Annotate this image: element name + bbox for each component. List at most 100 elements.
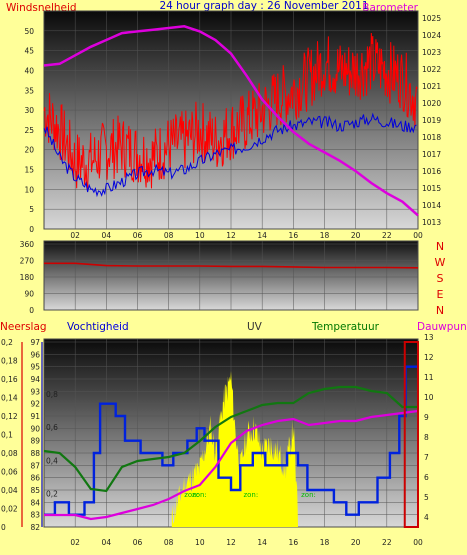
- temperature-y-tick: 7: [424, 453, 429, 462]
- direction-y-tick: 270: [20, 257, 35, 266]
- wind-gust-line: [43, 32, 418, 191]
- wind-x-tick: 04: [102, 231, 112, 240]
- barometer-y-tick: 1025: [422, 14, 441, 23]
- direction-y-tick: 180: [20, 273, 35, 282]
- barometer-y-tick: 1013: [422, 218, 441, 227]
- bottom-x-tick: 08: [164, 538, 174, 547]
- zon-annotation: zon:: [243, 491, 258, 499]
- humidity-y-tick: 82: [30, 523, 40, 532]
- wind-direction-line: [44, 262, 419, 269]
- temperature-y-tick: 11: [424, 373, 434, 382]
- bottom-x-tick: 14: [257, 538, 267, 547]
- direction-compass-label: N: [436, 304, 444, 317]
- wind-y-tick: 10: [24, 185, 34, 194]
- bottom-x-tick: 02: [70, 538, 80, 547]
- uv-y-tick: 0,2: [46, 490, 58, 499]
- barometer-line: [43, 25, 419, 217]
- direction-compass-label: N: [436, 240, 444, 253]
- title-temperatuur: Temperatuur: [311, 321, 380, 333]
- title-solar: Solar: [100, 321, 127, 333]
- humidity-y-tick: 93: [30, 387, 40, 396]
- rain-y-tick: 0,1: [1, 431, 13, 440]
- humidity-step-line: [44, 365, 418, 516]
- barometer-y-tick: 1020: [422, 99, 441, 108]
- direction-y-tick: 90: [24, 290, 34, 299]
- uv-y-tick: 0,6: [46, 423, 58, 432]
- bottom-x-tick: 00: [413, 538, 423, 547]
- wind-y-tick: 20: [24, 146, 34, 155]
- wind-y-tick: 30: [24, 106, 34, 115]
- wind-x-tick: 14: [257, 231, 267, 240]
- wind-y-tick: 0: [29, 225, 34, 234]
- solar-area: [171, 371, 298, 527]
- temperature-y-tick: 4: [424, 513, 429, 522]
- wind-y-tick: 35: [24, 86, 34, 95]
- rain-y-tick: 0,02: [1, 505, 18, 514]
- title-dauwpunt: Dauwpunt: [417, 321, 467, 333]
- humidity-y-tick: 96: [30, 350, 40, 359]
- uv-y-tick: 0,8: [46, 390, 58, 399]
- wind-x-tick: 10: [195, 231, 205, 240]
- direction-compass-label: E: [437, 288, 444, 301]
- barometer-y-tick: 1021: [422, 82, 441, 91]
- humidity-y-tick: 89: [30, 437, 40, 446]
- bottom-x-tick: 10: [195, 538, 205, 547]
- wind-x-tick: 22: [382, 231, 392, 240]
- bottom-x-tick: 20: [351, 538, 361, 547]
- wind-y-tick: 15: [24, 166, 34, 175]
- barometer-y-tick: 1017: [422, 150, 441, 159]
- direction-compass-label: W: [435, 256, 446, 269]
- barometer-y-tick: 1019: [422, 116, 441, 125]
- wind-x-tick: 06: [133, 231, 143, 240]
- wind-y-tick: 40: [24, 66, 34, 75]
- bottom-x-tick: 18: [320, 538, 330, 547]
- humidity-y-tick: 90: [30, 424, 40, 433]
- rain-y-tick: 0,08: [1, 449, 18, 458]
- wind-x-tick: 00: [413, 231, 423, 240]
- title-vochtigheid: Vochtigheid: [67, 321, 129, 333]
- wind-x-tick: 12: [226, 231, 236, 240]
- temperature-line: [43, 385, 418, 493]
- barometer-y-tick: 1016: [422, 167, 441, 176]
- rain-y-tick: 0,04: [1, 486, 18, 495]
- bottom-x-tick: 06: [133, 538, 143, 547]
- wind-y-tick: 25: [24, 126, 34, 135]
- temperature-y-tick: 5: [424, 493, 429, 502]
- title-neerslag: Neerslag: [0, 321, 47, 333]
- wind-x-tick: 20: [351, 231, 361, 240]
- barometer-y-tick: 1022: [422, 65, 441, 74]
- zon-annotation: zon:: [192, 491, 207, 499]
- rain-total-box: [403, 341, 420, 528]
- wind-y-tick: 50: [24, 27, 34, 36]
- zon-annotation: zon:: [184, 491, 199, 499]
- bottom-x-tick: 04: [102, 538, 112, 547]
- barometer-y-tick: 1014: [422, 201, 441, 210]
- wind-x-tick: 02: [70, 231, 80, 240]
- rain-y-tick: 0,14: [1, 394, 18, 403]
- temperature-y-tick: 10: [424, 393, 434, 402]
- barometer-y-tick: 1018: [422, 133, 441, 142]
- humidity-y-tick: 97: [30, 338, 40, 347]
- direction-compass-label: S: [437, 272, 444, 285]
- barometer-y-tick: 1023: [422, 48, 441, 57]
- wind-x-tick: 18: [320, 231, 330, 240]
- wind-average-line: [43, 112, 417, 198]
- bottom-x-tick: 22: [382, 538, 392, 547]
- zon-annotation: zon:: [301, 491, 316, 499]
- bottom-x-tick: 16: [289, 538, 299, 547]
- humidity-y-tick: 92: [30, 400, 40, 409]
- rain-y-tick: 0,06: [1, 468, 18, 477]
- barometer-y-tick: 1024: [422, 31, 441, 40]
- humidity-temperature-panel: 00,020,040,060,080,10,120,140,160,180,2 …: [1, 333, 434, 547]
- temperature-y-tick: 8: [424, 433, 429, 442]
- humidity-y-tick: 88: [30, 449, 40, 458]
- rain-y-tick: 0,16: [1, 375, 18, 384]
- barometer-y-tick: 1015: [422, 184, 441, 193]
- title-uv: UV: [247, 321, 263, 333]
- uv-y-tick: 0,4: [46, 456, 58, 465]
- header-center: 24 hour graph day : 26 November 2011: [159, 0, 368, 12]
- humidity-y-tick: 86: [30, 474, 40, 483]
